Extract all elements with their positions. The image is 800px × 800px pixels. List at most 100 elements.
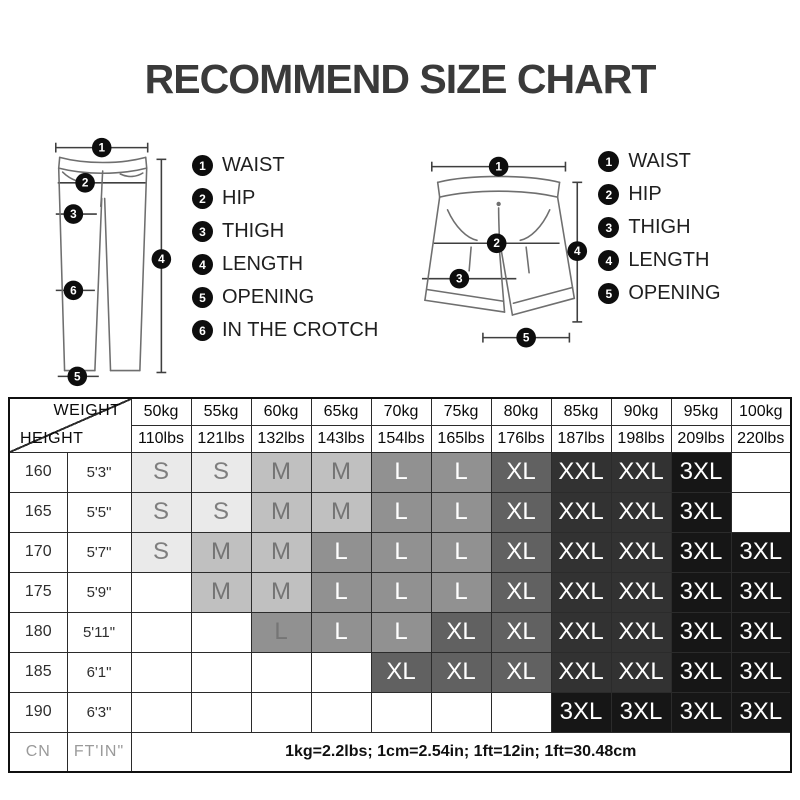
size-cell: S: [190, 491, 252, 533]
size-cell: XXL: [610, 491, 672, 533]
size-cell: [130, 611, 192, 653]
shorts-measure-badges: 1 2 3 4 5: [449, 156, 588, 348]
weight-lbs-cell: 220lbs: [730, 424, 792, 453]
svg-text:2: 2: [494, 237, 501, 250]
weight-kg-cell: 75kg: [430, 397, 492, 426]
size-cell: XL: [490, 611, 552, 653]
svg-text:5: 5: [74, 370, 81, 383]
size-cell: S: [130, 531, 192, 573]
size-cell: XXL: [550, 571, 612, 613]
size-cell: XXL: [550, 611, 612, 653]
table-footer-row: CN FT'IN" 1kg=2.2lbs; 1cm=2.54in; 1ft=12…: [8, 731, 792, 773]
size-cell: L: [430, 571, 492, 613]
size-cell: M: [310, 451, 372, 493]
height-ftin-cell: 5'9": [66, 571, 132, 613]
legend-item: 2 HIP: [598, 178, 750, 211]
legend-label: OPENING: [628, 282, 721, 304]
legend-label: LENGTH: [222, 253, 304, 275]
measure-number-badge: 5: [598, 283, 620, 304]
height-cm-cell: 185: [8, 651, 68, 693]
weight-kg-cell: 70kg: [370, 397, 432, 426]
size-cell: [310, 651, 372, 693]
size-cell: XL: [430, 611, 492, 653]
size-cell: [310, 691, 372, 733]
legend-label: OPENING: [222, 286, 315, 308]
height-ftin-cell: 6'3": [66, 691, 132, 733]
size-cell: S: [130, 451, 192, 493]
size-row: 180 5'11" L L L XL XL XXL XXL 3XL 3XL: [8, 611, 792, 653]
legend-item: 4 LENGTH: [192, 248, 378, 281]
weight-lbs-cell: 154lbs: [370, 424, 432, 453]
size-cell: L: [250, 611, 312, 653]
weight-lbs-cell: 143lbs: [310, 424, 372, 453]
size-cell: L: [430, 531, 492, 573]
svg-text:5: 5: [523, 332, 530, 345]
size-cell: L: [310, 571, 372, 613]
size-cell: [370, 691, 432, 733]
legend-label: LENGTH: [628, 249, 710, 271]
size-cell: L: [370, 571, 432, 613]
weight-lbs-cell: 121lbs: [190, 424, 252, 453]
legend-item: 2 HIP: [192, 182, 378, 215]
height-cm-cell: 165: [8, 491, 68, 533]
shorts-wrap: 1 2 3 4 5: [420, 133, 592, 372]
size-cell: XL: [490, 491, 552, 533]
size-cell: 3XL: [670, 611, 732, 653]
measure-number-badge: 4: [192, 254, 213, 275]
size-cell: 3XL: [670, 451, 732, 493]
size-cell: L: [370, 491, 432, 533]
size-cell: L: [370, 611, 432, 653]
size-cell: XL: [490, 531, 552, 573]
size-cell: XL: [490, 451, 552, 493]
size-cell: M: [310, 491, 372, 533]
size-cell: M: [190, 531, 252, 573]
weight-kg-cell: 95kg: [670, 397, 732, 426]
shorts-diagram: 1 2 3 4 5: [422, 156, 588, 348]
size-cell: XXL: [550, 491, 612, 533]
size-row: 165 5'5" S S M M L L XL XXL XXL 3XL: [8, 491, 792, 533]
size-cell: [430, 691, 492, 733]
size-cell: L: [370, 531, 432, 573]
svg-text:1: 1: [98, 142, 105, 155]
size-cell: XL: [490, 571, 552, 613]
size-cell: 3XL: [670, 571, 732, 613]
size-cell: XXL: [550, 531, 612, 573]
measure-number-badge: 6: [192, 320, 213, 341]
size-cell: XL: [430, 651, 492, 693]
size-cell: [190, 691, 252, 733]
height-cm-cell: 180: [8, 611, 68, 653]
size-table-body: WEIGHT HEIGHT 50kg 55kg 60kg 65kg 70kg 75kg 80…: [8, 397, 792, 773]
conversion-note: 1kg=2.2lbs; 1cm=2.54in; 1ft=12in; 1ft=30…: [130, 731, 792, 773]
pants-measure-badges: 1 2 3 4 6 5: [63, 137, 172, 387]
legend-item: 1 WAIST: [192, 149, 378, 182]
height-ftin-cell: 5'7": [66, 531, 132, 573]
svg-text:3: 3: [70, 208, 77, 221]
measure-number-badge: 2: [192, 188, 213, 209]
size-cell: L: [430, 451, 492, 493]
height-cm-cell: 190: [8, 691, 68, 733]
legend-item: 5 OPENING: [192, 281, 378, 314]
size-cell: [130, 651, 192, 693]
weight-lbs-cell: 187lbs: [550, 424, 612, 453]
size-row: 185 6'1" XL XL XL XXL XXL 3XL 3XL: [8, 651, 792, 693]
height-cm-cell: 160: [8, 451, 68, 493]
measure-number-badge: 4: [598, 250, 620, 271]
weight-kg-cell: 55kg: [190, 397, 252, 426]
size-cell: M: [250, 491, 312, 533]
size-cell: [250, 691, 312, 733]
measure-number-badge: 2: [598, 184, 620, 205]
weight-kg-cell: 80kg: [490, 397, 552, 426]
size-cell: [250, 651, 312, 693]
size-row: 160 5'3" S S M M L L XL XXL XXL 3XL: [8, 451, 792, 493]
size-cell: [190, 611, 252, 653]
size-cell: L: [430, 491, 492, 533]
size-cell: S: [130, 491, 192, 533]
size-cell: 3XL: [670, 691, 732, 733]
svg-text:4: 4: [158, 253, 165, 266]
size-cell: 3XL: [670, 491, 732, 533]
measure-number-badge: 3: [598, 217, 620, 238]
height-axis-label: HEIGHT: [20, 429, 84, 447]
legend-item: 3 THIGH: [598, 211, 750, 244]
height-ftin-cell: 5'5": [66, 491, 132, 533]
weight-kg-cell: 50kg: [130, 397, 192, 426]
